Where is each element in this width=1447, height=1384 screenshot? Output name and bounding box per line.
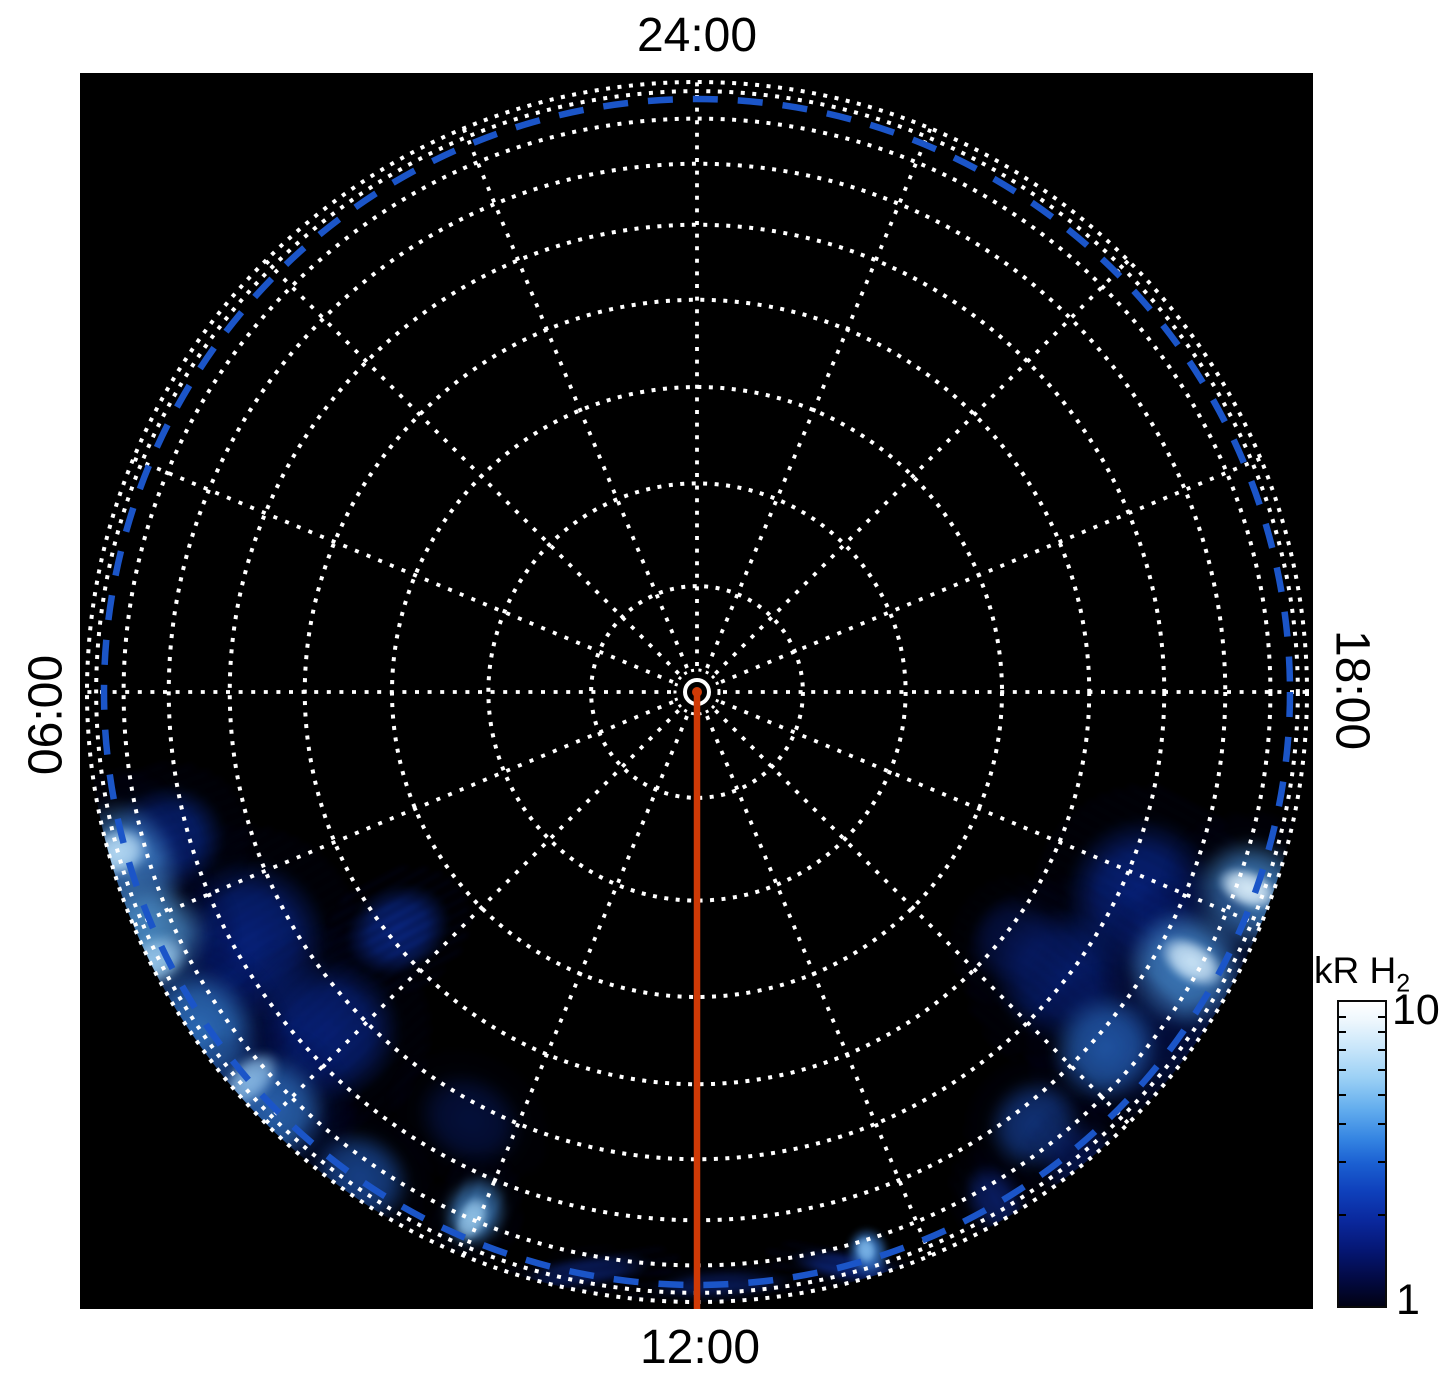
grid-spoke: [264, 709, 680, 1125]
colorbar-tick: [1339, 1069, 1346, 1071]
grid-spoke: [461, 127, 689, 669]
colorbar-title: kR H2: [1314, 950, 1411, 998]
grid-spoke: [714, 259, 1130, 675]
colorbar-tick: [1339, 1161, 1346, 1163]
colorbar-tick: [1378, 1031, 1385, 1033]
colorbar-tick: [1339, 1094, 1346, 1096]
mlt-label-1200: 12:00: [639, 1321, 761, 1374]
center-ring: [673, 668, 721, 716]
colorbar-min-label: 1: [1396, 1276, 1420, 1324]
colorbar-tick: [1378, 1049, 1385, 1051]
colorbar-tick: [1378, 1016, 1385, 1018]
colorbar-tick: [1378, 1069, 1385, 1071]
grid-spoke: [720, 456, 1262, 684]
mlt-label-1800: 18:00: [1325, 629, 1379, 751]
grid-ring: [589, 584, 805, 800]
grid-spoke: [132, 700, 674, 928]
mlt-label-2400: 24:00: [636, 9, 758, 62]
grid-spoke: [705, 127, 933, 669]
colorbar-tick: [1339, 1049, 1346, 1051]
colorbar-tick: [1339, 1123, 1346, 1125]
colorbar-tick: [1378, 1214, 1385, 1216]
colorbar-title-subscript: 2: [1396, 969, 1411, 998]
colorbar-tick: [1378, 1094, 1385, 1096]
mlt-label-0600: 06:00: [19, 654, 73, 776]
colorbar-tick: [1378, 1161, 1385, 1163]
polar-grid: [85, 80, 1309, 1309]
grid-spoke: [132, 456, 674, 684]
colorbar-max-label: 10: [1392, 986, 1440, 1034]
colorbar-tick: [1378, 1123, 1385, 1125]
grid-spoke: [705, 715, 933, 1257]
plot-area: [80, 73, 1313, 1309]
colorbar: [1337, 1000, 1387, 1308]
grid-spoke: [720, 700, 1262, 928]
grid-spoke: [714, 709, 1130, 1125]
colorbar-tick: [1339, 1031, 1346, 1033]
meridian-origin-dot: [692, 687, 702, 697]
boundary-dashed-circle: [100, 95, 1294, 1289]
grid-spoke: [264, 259, 680, 675]
colorbar-tick: [1339, 1214, 1346, 1216]
grid-ring: [486, 481, 908, 903]
grid-spoke: [461, 715, 689, 1257]
colorbar-tick: [1339, 1016, 1346, 1018]
